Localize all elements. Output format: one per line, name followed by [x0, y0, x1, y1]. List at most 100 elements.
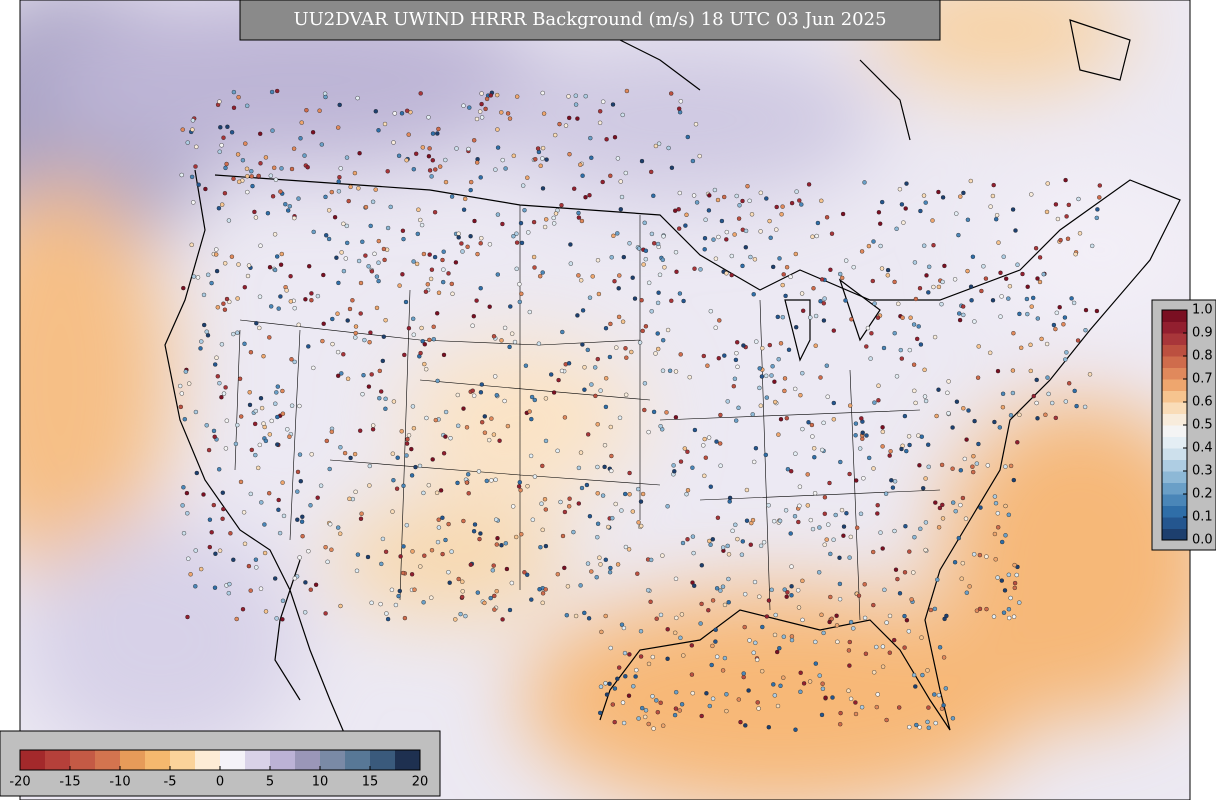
- station-dot: [894, 374, 900, 379]
- station-dot: [810, 434, 815, 439]
- station-dot: [583, 93, 588, 99]
- station-dot: [793, 451, 798, 456]
- colorbar-swatch: [170, 750, 196, 770]
- station-dot: [525, 484, 530, 489]
- station-dot: [995, 575, 1000, 580]
- colorbar-swatch: [1162, 482, 1187, 495]
- station-dot: [923, 398, 929, 404]
- station-dot: [754, 339, 759, 344]
- station-dot: [907, 442, 912, 448]
- station-dot: [766, 725, 771, 730]
- station-dot: [961, 312, 966, 318]
- station-dot: [727, 499, 732, 504]
- station-dot: [809, 422, 815, 428]
- station-dot: [383, 406, 388, 411]
- station-dot: [215, 374, 221, 379]
- station-dot: [684, 492, 689, 497]
- station-dot: [926, 464, 931, 469]
- station-dot: [292, 359, 297, 365]
- station-dot: [642, 220, 647, 226]
- station-dot: [1035, 276, 1040, 281]
- station-dot: [446, 271, 451, 276]
- station-dot: [568, 261, 573, 266]
- station-dot: [677, 226, 682, 231]
- station-dot: [411, 426, 417, 431]
- station-dot: [630, 275, 635, 280]
- station-dot: [461, 207, 467, 212]
- station-dot: [336, 189, 342, 194]
- station-dot: [926, 290, 931, 295]
- station-dot: [253, 452, 258, 458]
- station-dot: [913, 296, 919, 302]
- station-dot: [780, 204, 785, 209]
- station-dot: [1065, 236, 1071, 242]
- station-dot: [616, 314, 622, 320]
- station-dot: [751, 650, 756, 655]
- station-dot: [418, 350, 423, 356]
- station-dot: [817, 570, 822, 575]
- station-dot: [532, 474, 538, 479]
- station-dot: [231, 105, 237, 111]
- station-dot: [441, 352, 447, 358]
- station-dot: [848, 619, 854, 625]
- station-dot: [840, 211, 846, 217]
- station-dot: [287, 203, 292, 209]
- station-dot: [897, 705, 902, 710]
- station-dot: [204, 329, 209, 334]
- station-dot: [627, 652, 632, 657]
- colorbar-swatch: [1162, 390, 1187, 403]
- station-dot: [615, 156, 621, 161]
- station-dot: [776, 357, 781, 362]
- station-dot: [600, 179, 605, 185]
- station-dot: [970, 254, 976, 259]
- station-dot: [426, 153, 432, 159]
- station-dot: [729, 272, 734, 278]
- station-dot: [511, 153, 516, 159]
- station-dot: [324, 438, 329, 444]
- station-dot: [1010, 368, 1016, 373]
- station-dot: [834, 623, 840, 628]
- station-dot: [281, 513, 287, 519]
- station-dot: [665, 327, 671, 333]
- station-dot: [188, 572, 193, 577]
- station-dot: [179, 172, 184, 178]
- station-dot: [517, 282, 522, 287]
- station-dot: [931, 284, 936, 290]
- station-dot: [217, 548, 223, 553]
- station-dot: [441, 249, 446, 254]
- station-dot: [812, 446, 817, 451]
- station-dot: [941, 655, 947, 660]
- station-dot: [821, 301, 826, 306]
- station-dot: [226, 218, 232, 223]
- station-dot: [971, 454, 976, 459]
- colorbar-swatch: [395, 750, 421, 770]
- station-dot: [222, 190, 228, 196]
- station-dot: [201, 492, 206, 497]
- station-dot: [240, 157, 246, 163]
- station-dot: [880, 429, 885, 434]
- station-dot: [793, 727, 798, 732]
- station-dot: [758, 543, 764, 548]
- station-dot: [323, 611, 328, 616]
- station-dot: [959, 576, 964, 581]
- station-dot: [888, 449, 893, 454]
- station-dot: [489, 416, 494, 421]
- station-dot: [773, 399, 778, 405]
- station-dot: [1014, 572, 1019, 578]
- station-dot: [400, 570, 406, 576]
- station-dot: [724, 229, 729, 235]
- station-dot: [438, 164, 443, 169]
- station-dot: [456, 423, 461, 428]
- station-dot: [725, 399, 730, 404]
- station-dot: [431, 337, 436, 342]
- station-dot: [777, 256, 782, 261]
- station-dot: [853, 700, 858, 705]
- station-dot: [589, 155, 594, 161]
- station-dot: [875, 503, 880, 508]
- station-dot: [527, 409, 532, 414]
- station-dot: [254, 321, 259, 326]
- station-dot: [289, 166, 295, 172]
- station-dot: [992, 419, 997, 425]
- station-dot: [241, 510, 247, 515]
- station-dot: [559, 202, 564, 208]
